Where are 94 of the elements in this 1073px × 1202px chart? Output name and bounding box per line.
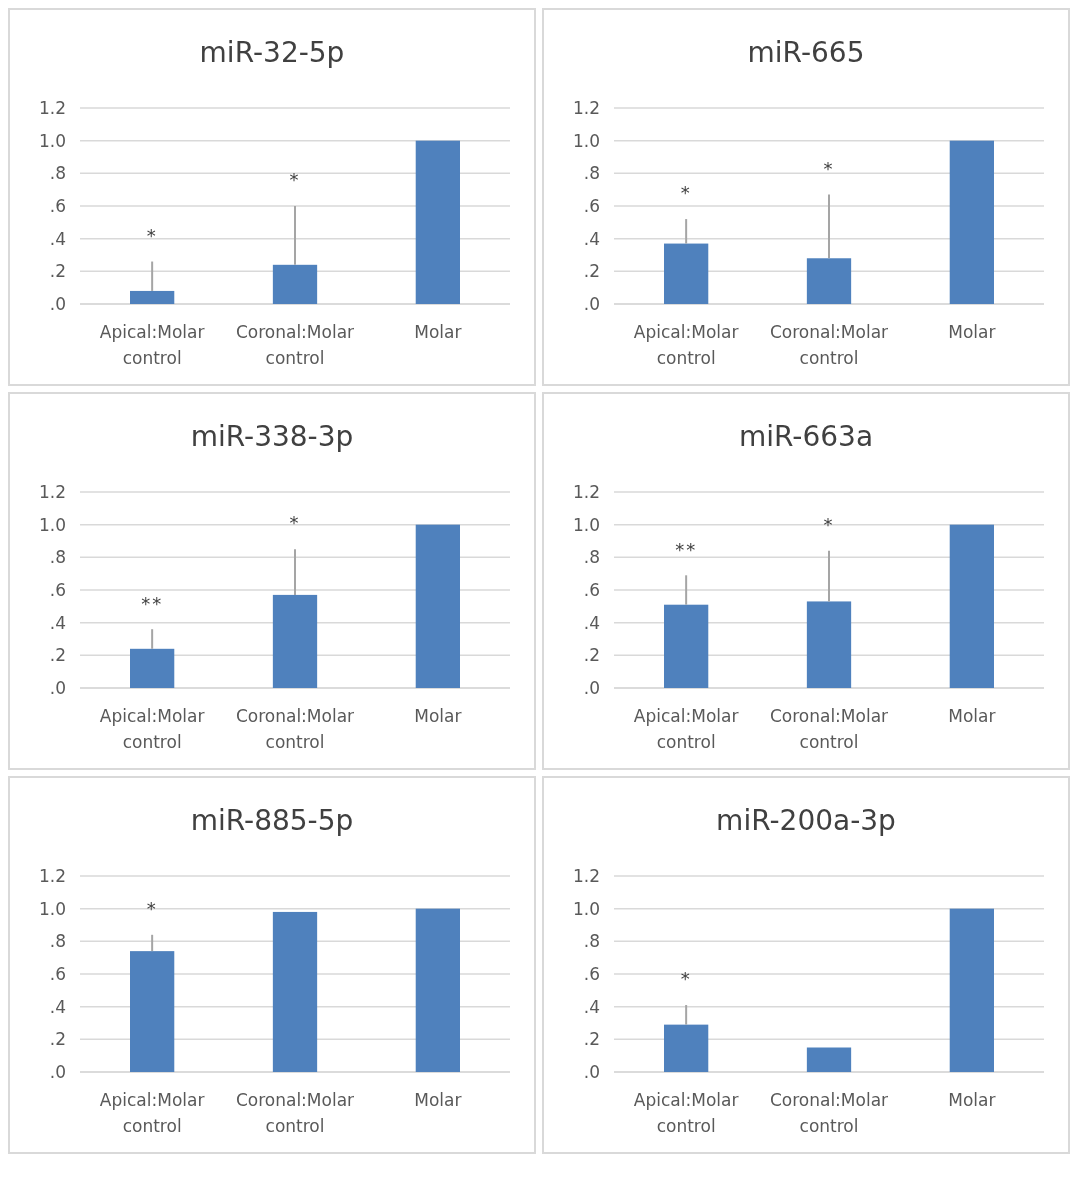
- chart-title: miR-663a: [738, 420, 874, 453]
- y-tick-label: 1.0: [572, 130, 600, 151]
- bar: [130, 951, 175, 1072]
- x-tick-label: Apical:Molar control: [99, 1090, 205, 1136]
- y-tick-label: 1.0: [38, 514, 66, 535]
- y-tick-label: .6: [583, 195, 600, 216]
- y-tick-label: .2: [49, 645, 66, 666]
- annotation: *: [823, 514, 835, 536]
- x-tick-label: Molar: [414, 322, 462, 342]
- y-tick-label: .6: [49, 579, 66, 600]
- x-tick-label: Molar: [414, 1090, 462, 1110]
- annotation: *: [146, 224, 158, 246]
- y-tick-label: .0: [49, 293, 66, 314]
- annotation: **: [141, 592, 164, 614]
- y-tick-label: 1.2: [572, 481, 600, 502]
- annotation: *: [289, 169, 301, 191]
- y-tick-label: .2: [49, 261, 66, 282]
- bar: [272, 264, 318, 304]
- x-tick-label: Coronal:Molar control: [769, 1090, 889, 1136]
- y-tick-label: .6: [49, 195, 66, 216]
- chart-title: miR-885-5p: [190, 804, 354, 837]
- annotation: *: [680, 968, 692, 990]
- y-tick-label: .2: [49, 1029, 66, 1050]
- bar: [415, 524, 460, 688]
- y-tick-label: 1.2: [38, 865, 66, 886]
- x-tick-label: Molar: [948, 706, 996, 726]
- y-tick-label: 1.0: [572, 898, 600, 919]
- x-tick-label: Coronal:Molar control: [769, 322, 889, 368]
- annotation: *: [823, 157, 835, 179]
- bar: [664, 604, 709, 688]
- bar: [272, 911, 318, 1072]
- annotation: *: [680, 182, 692, 204]
- x-tick-label: Apical:Molar control: [633, 706, 739, 752]
- x-tick-label: Molar: [414, 706, 462, 726]
- y-tick-label: .0: [49, 1061, 66, 1082]
- y-tick-label: .8: [583, 931, 600, 952]
- y-tick-label: 1.2: [572, 97, 600, 118]
- bar: [415, 140, 460, 304]
- y-tick-label: .0: [583, 293, 600, 314]
- y-tick-label: 1.2: [38, 481, 66, 502]
- y-tick-label: 1.0: [38, 898, 66, 919]
- annotation: **: [675, 538, 698, 560]
- y-tick-label: .8: [583, 547, 600, 568]
- y-tick-label: .4: [583, 228, 600, 249]
- bar: [949, 140, 994, 304]
- y-tick-label: .4: [583, 996, 600, 1017]
- bar: [130, 290, 175, 304]
- bar: [664, 243, 709, 304]
- x-tick-label: Apical:Molar control: [99, 322, 205, 368]
- y-tick-label: .8: [49, 931, 66, 952]
- y-tick-label: .0: [583, 677, 600, 698]
- y-tick-label: .4: [49, 996, 66, 1017]
- y-tick-label: .8: [49, 163, 66, 184]
- bar: [806, 601, 852, 688]
- y-tick-label: .4: [49, 228, 66, 249]
- bar: [415, 908, 460, 1072]
- y-tick-label: 1.2: [572, 865, 600, 886]
- y-tick-label: .0: [49, 677, 66, 698]
- chart-title: miR-200a-3p: [716, 804, 896, 837]
- y-tick-label: .2: [583, 645, 600, 666]
- y-tick-label: .8: [49, 547, 66, 568]
- y-tick-label: .6: [583, 963, 600, 984]
- bar: [806, 1047, 852, 1072]
- y-tick-label: .2: [583, 261, 600, 282]
- y-tick-label: .0: [583, 1061, 600, 1082]
- y-tick-label: .8: [583, 163, 600, 184]
- chart-title: miR-665: [747, 36, 865, 69]
- y-tick-label: 1.2: [38, 97, 66, 118]
- x-tick-label: Coronal:Molar control: [235, 1090, 355, 1136]
- bar: [272, 594, 318, 688]
- bar: [664, 1024, 709, 1072]
- annotation: *: [146, 898, 158, 920]
- bar: [130, 648, 175, 688]
- x-tick-label: Apical:Molar control: [633, 322, 739, 368]
- x-tick-label: Coronal:Molar control: [235, 322, 355, 368]
- chart-title: miR-32-5p: [199, 36, 345, 69]
- y-tick-label: .6: [583, 579, 600, 600]
- annotation: *: [289, 512, 301, 534]
- x-tick-label: Apical:Molar control: [99, 706, 205, 752]
- bar: [806, 258, 852, 304]
- bar: [949, 524, 994, 688]
- y-tick-label: 1.0: [572, 514, 600, 535]
- chart-title: miR-338-3p: [190, 420, 354, 453]
- x-tick-label: Apical:Molar control: [633, 1090, 739, 1136]
- y-tick-label: .4: [583, 612, 600, 633]
- x-tick-label: Coronal:Molar control: [769, 706, 889, 752]
- y-tick-label: 1.0: [38, 130, 66, 151]
- x-tick-label: Molar: [948, 322, 996, 342]
- y-tick-label: .2: [583, 1029, 600, 1050]
- y-tick-label: .6: [49, 963, 66, 984]
- y-tick-label: .4: [49, 612, 66, 633]
- x-tick-label: Coronal:Molar control: [235, 706, 355, 752]
- bar: [949, 908, 994, 1072]
- x-tick-label: Molar: [948, 1090, 996, 1110]
